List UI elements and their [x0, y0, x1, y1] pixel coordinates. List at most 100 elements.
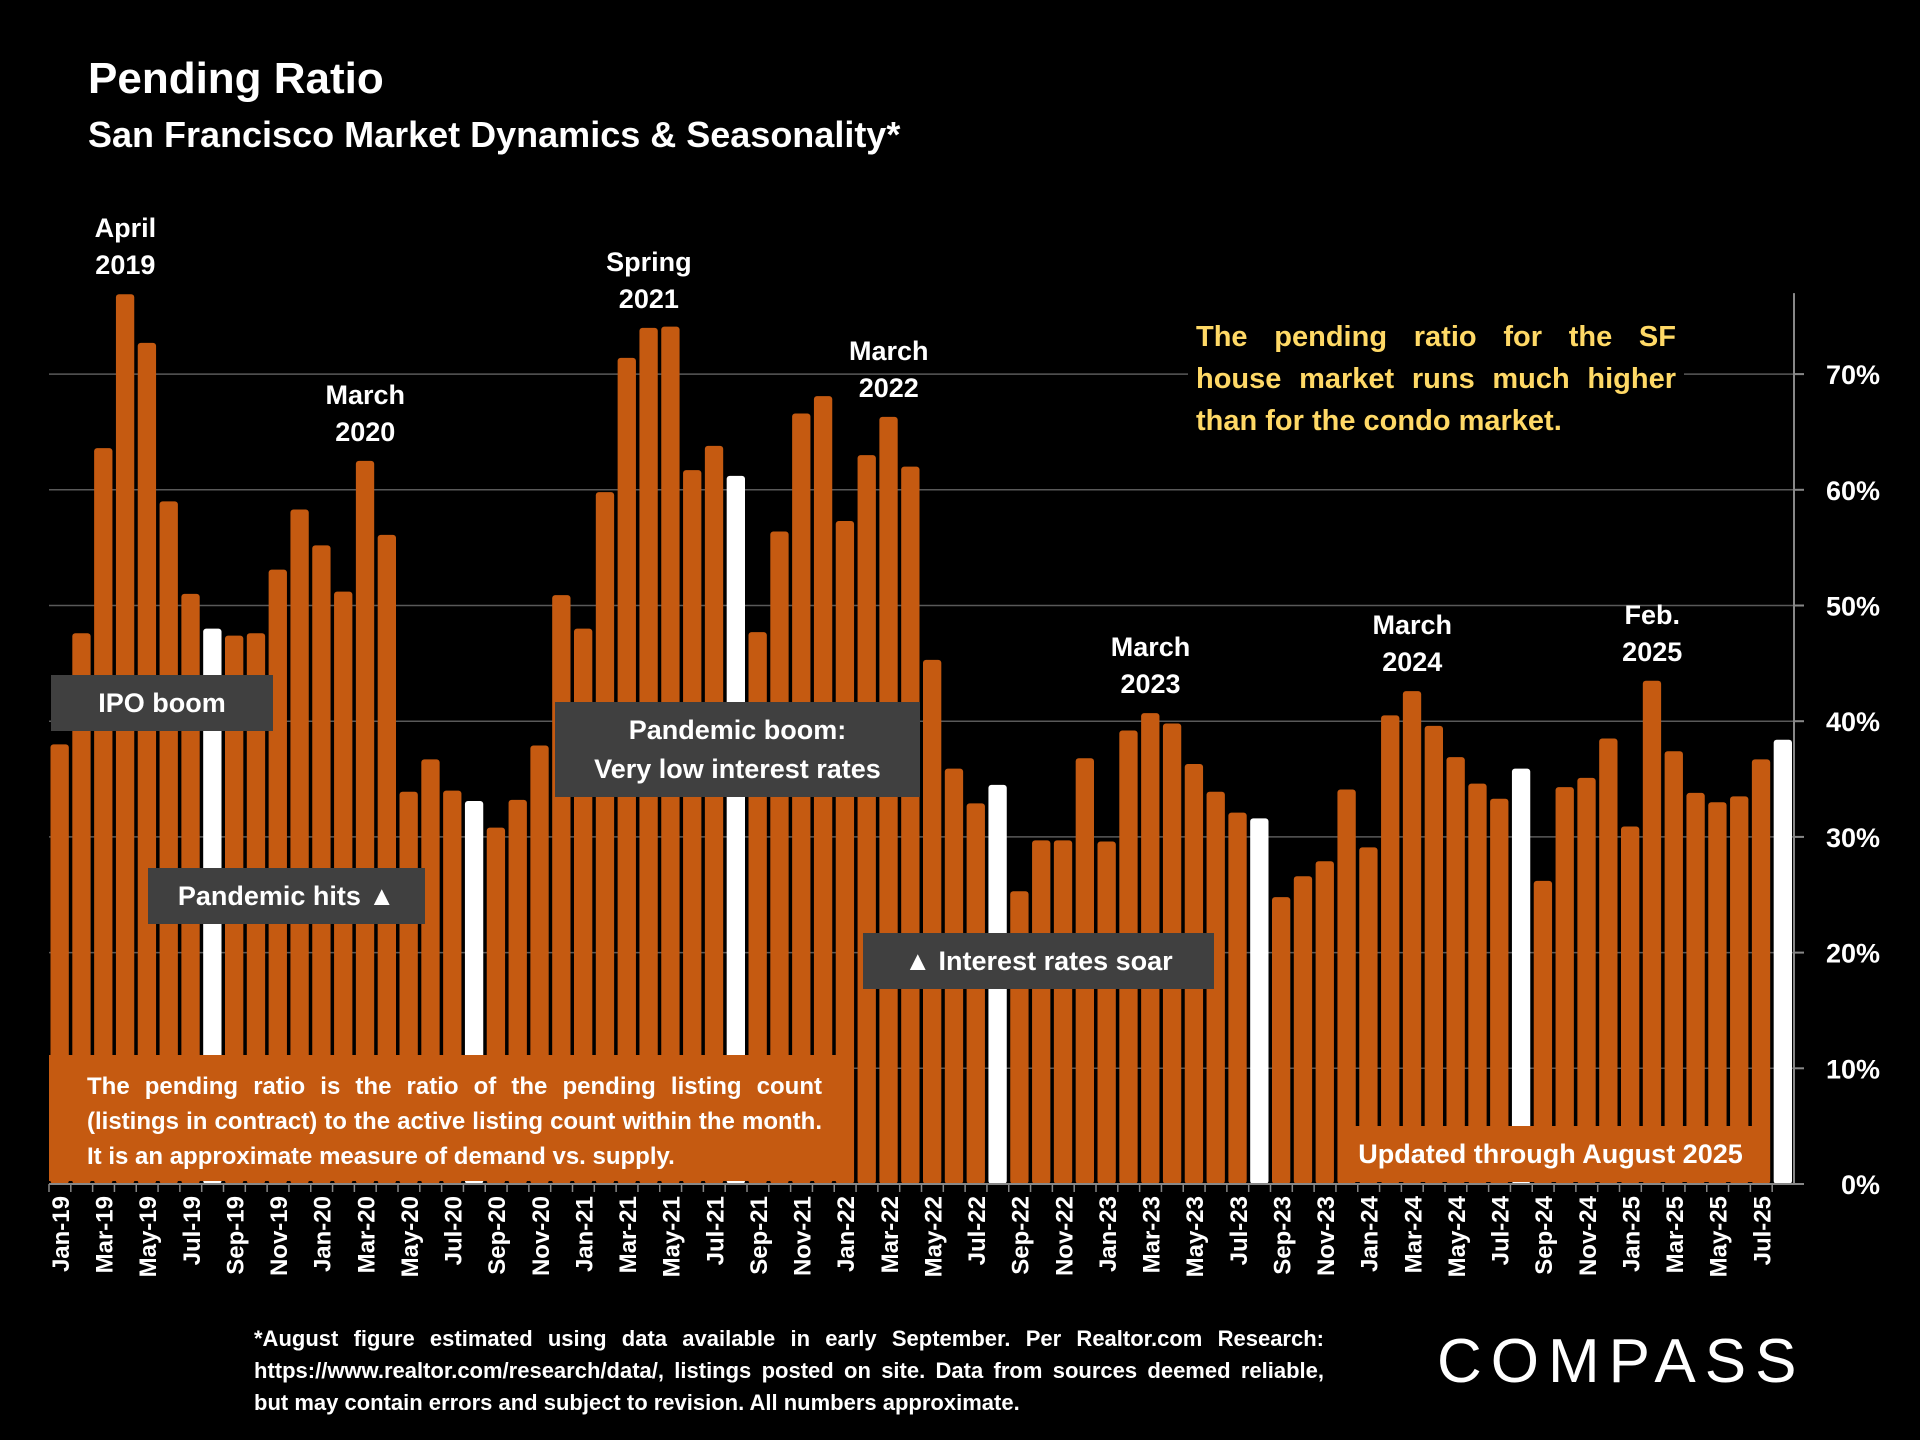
bar [683, 470, 702, 1185]
peak-label-line2: 2019 [95, 250, 156, 281]
x-tick-label: Mar-19 [92, 1196, 119, 1273]
peak-label: Spring 2021 [606, 244, 692, 318]
bar [1337, 789, 1356, 1184]
bar [1642, 680, 1662, 1184]
y-tick-label: 20% [1826, 939, 1880, 969]
peak-label-line1: Feb. [1624, 599, 1680, 630]
annotation-interest-rates-soar: ▲ Interest rates soar [863, 933, 1214, 989]
bar [115, 294, 135, 1185]
chart-title: Pending Ratio [88, 54, 384, 103]
bar [1555, 787, 1574, 1184]
peak-label-line2: 2021 [618, 283, 679, 314]
x-tick-label: May-19 [135, 1196, 162, 1277]
bar [879, 416, 898, 1184]
bar [1708, 802, 1727, 1184]
bar [1468, 783, 1487, 1184]
x-tick-label: Jul-19 [179, 1196, 206, 1265]
bar [355, 460, 375, 1184]
bar [1730, 796, 1749, 1184]
peak-label-line1: April [94, 213, 157, 244]
y-tick-label: 60% [1826, 476, 1880, 506]
bar [137, 342, 157, 1185]
peak-label: March 2020 [326, 377, 406, 451]
bar [1381, 715, 1400, 1184]
x-tick-label: Sep-24 [1531, 1195, 1558, 1274]
bar [1228, 812, 1247, 1184]
definition-text: The pending ratio is the ratio of the pe… [87, 1073, 822, 1170]
bar-highlighted [726, 475, 745, 1184]
x-tick-label: Sep-22 [1008, 1196, 1035, 1275]
x-tick-label: Nov-21 [790, 1196, 817, 1276]
annotation-pandemic-hits: Pandemic hits ▲ [148, 868, 425, 924]
bar [1424, 725, 1443, 1184]
peak-label: April 2019 [95, 210, 157, 284]
x-tick-label: May-23 [1182, 1196, 1209, 1277]
x-tick-label: Mar-24 [1400, 1195, 1427, 1273]
peak-label: March 2023 [1111, 629, 1191, 703]
peak-label-line1: March [1372, 610, 1453, 641]
peak-label-line1: March [849, 335, 929, 366]
y-tick-label: 40% [1826, 707, 1880, 737]
bar [770, 531, 789, 1184]
annotation-pandemic-boom-line2: Very low interest rates [594, 753, 881, 784]
peak-label-line1: March [325, 379, 406, 410]
bar [595, 492, 615, 1184]
peak-label-line1: March [1110, 632, 1191, 663]
x-tick-label: Jan-22 [833, 1196, 860, 1272]
bar [1751, 759, 1771, 1184]
y-tick-label: 50% [1826, 592, 1880, 622]
x-tick-label: May-20 [397, 1196, 424, 1277]
bar [1206, 791, 1225, 1184]
bar [1097, 841, 1116, 1184]
chart-subtitle: San Francisco Market Dynamics & Seasonal… [88, 114, 901, 155]
bar [1599, 738, 1618, 1184]
annotation-ipo-boom: IPO boom [51, 675, 273, 731]
bar [1293, 876, 1313, 1184]
peak-label-line2: 2022 [858, 372, 919, 403]
y-tick-label: 10% [1826, 1054, 1880, 1084]
x-tick-label: May-25 [1706, 1196, 1733, 1277]
peak-label-line2: 2020 [335, 416, 396, 447]
compass-logo: COMPASS [1437, 1327, 1806, 1396]
bar [1359, 847, 1378, 1184]
x-tick-label: Nov-23 [1313, 1196, 1340, 1276]
x-tick-label: Sep-21 [746, 1196, 773, 1275]
x-tick-label: Sep-20 [484, 1196, 511, 1275]
x-tick-label: Sep-19 [222, 1196, 249, 1275]
peak-label-line2: 2025 [1622, 636, 1683, 667]
x-tick-label: Jan-19 [48, 1196, 75, 1272]
x-tick-label: Mar-22 [877, 1196, 904, 1273]
bar [159, 501, 178, 1184]
bar [1621, 826, 1640, 1184]
updated-through-label: Updated through August 2025 [1338, 1126, 1763, 1182]
bar [1272, 897, 1291, 1184]
bar [857, 455, 876, 1185]
x-tick-label: May-21 [659, 1196, 686, 1277]
peak-label: March 2022 [849, 333, 929, 407]
x-tick-label: Jan-25 [1618, 1196, 1645, 1272]
x-tick-label: Jul-24 [1488, 1195, 1515, 1265]
footnote: *August figure estimated using data avai… [254, 1326, 1324, 1415]
bar [966, 803, 985, 1184]
bar [1053, 840, 1073, 1184]
bar [377, 534, 396, 1184]
peak-label: March 2024 [1373, 607, 1453, 681]
bar [835, 521, 855, 1184]
x-tick-label: Nov-22 [1051, 1196, 1078, 1276]
x-tick-label: Mar-23 [1139, 1196, 1166, 1273]
y-tick-label: 70% [1826, 360, 1880, 390]
x-tick-label: Jul-21 [702, 1196, 729, 1265]
bar-highlighted [1773, 739, 1792, 1184]
bar [94, 448, 113, 1184]
x-tick-label: Sep-23 [1269, 1196, 1296, 1275]
peak-label-line2: 2023 [1120, 669, 1181, 700]
bar [792, 413, 811, 1184]
x-tick-label: Jul-22 [964, 1196, 991, 1265]
peak-label-line1: Spring [606, 246, 692, 277]
x-tick-label: Mar-20 [353, 1196, 380, 1273]
x-tick-label: Nov-19 [266, 1196, 293, 1276]
x-tick-label: Mar-21 [615, 1196, 642, 1273]
x-tick-label: Jul-20 [441, 1196, 468, 1265]
x-tick-label: Jan-23 [1095, 1196, 1122, 1272]
